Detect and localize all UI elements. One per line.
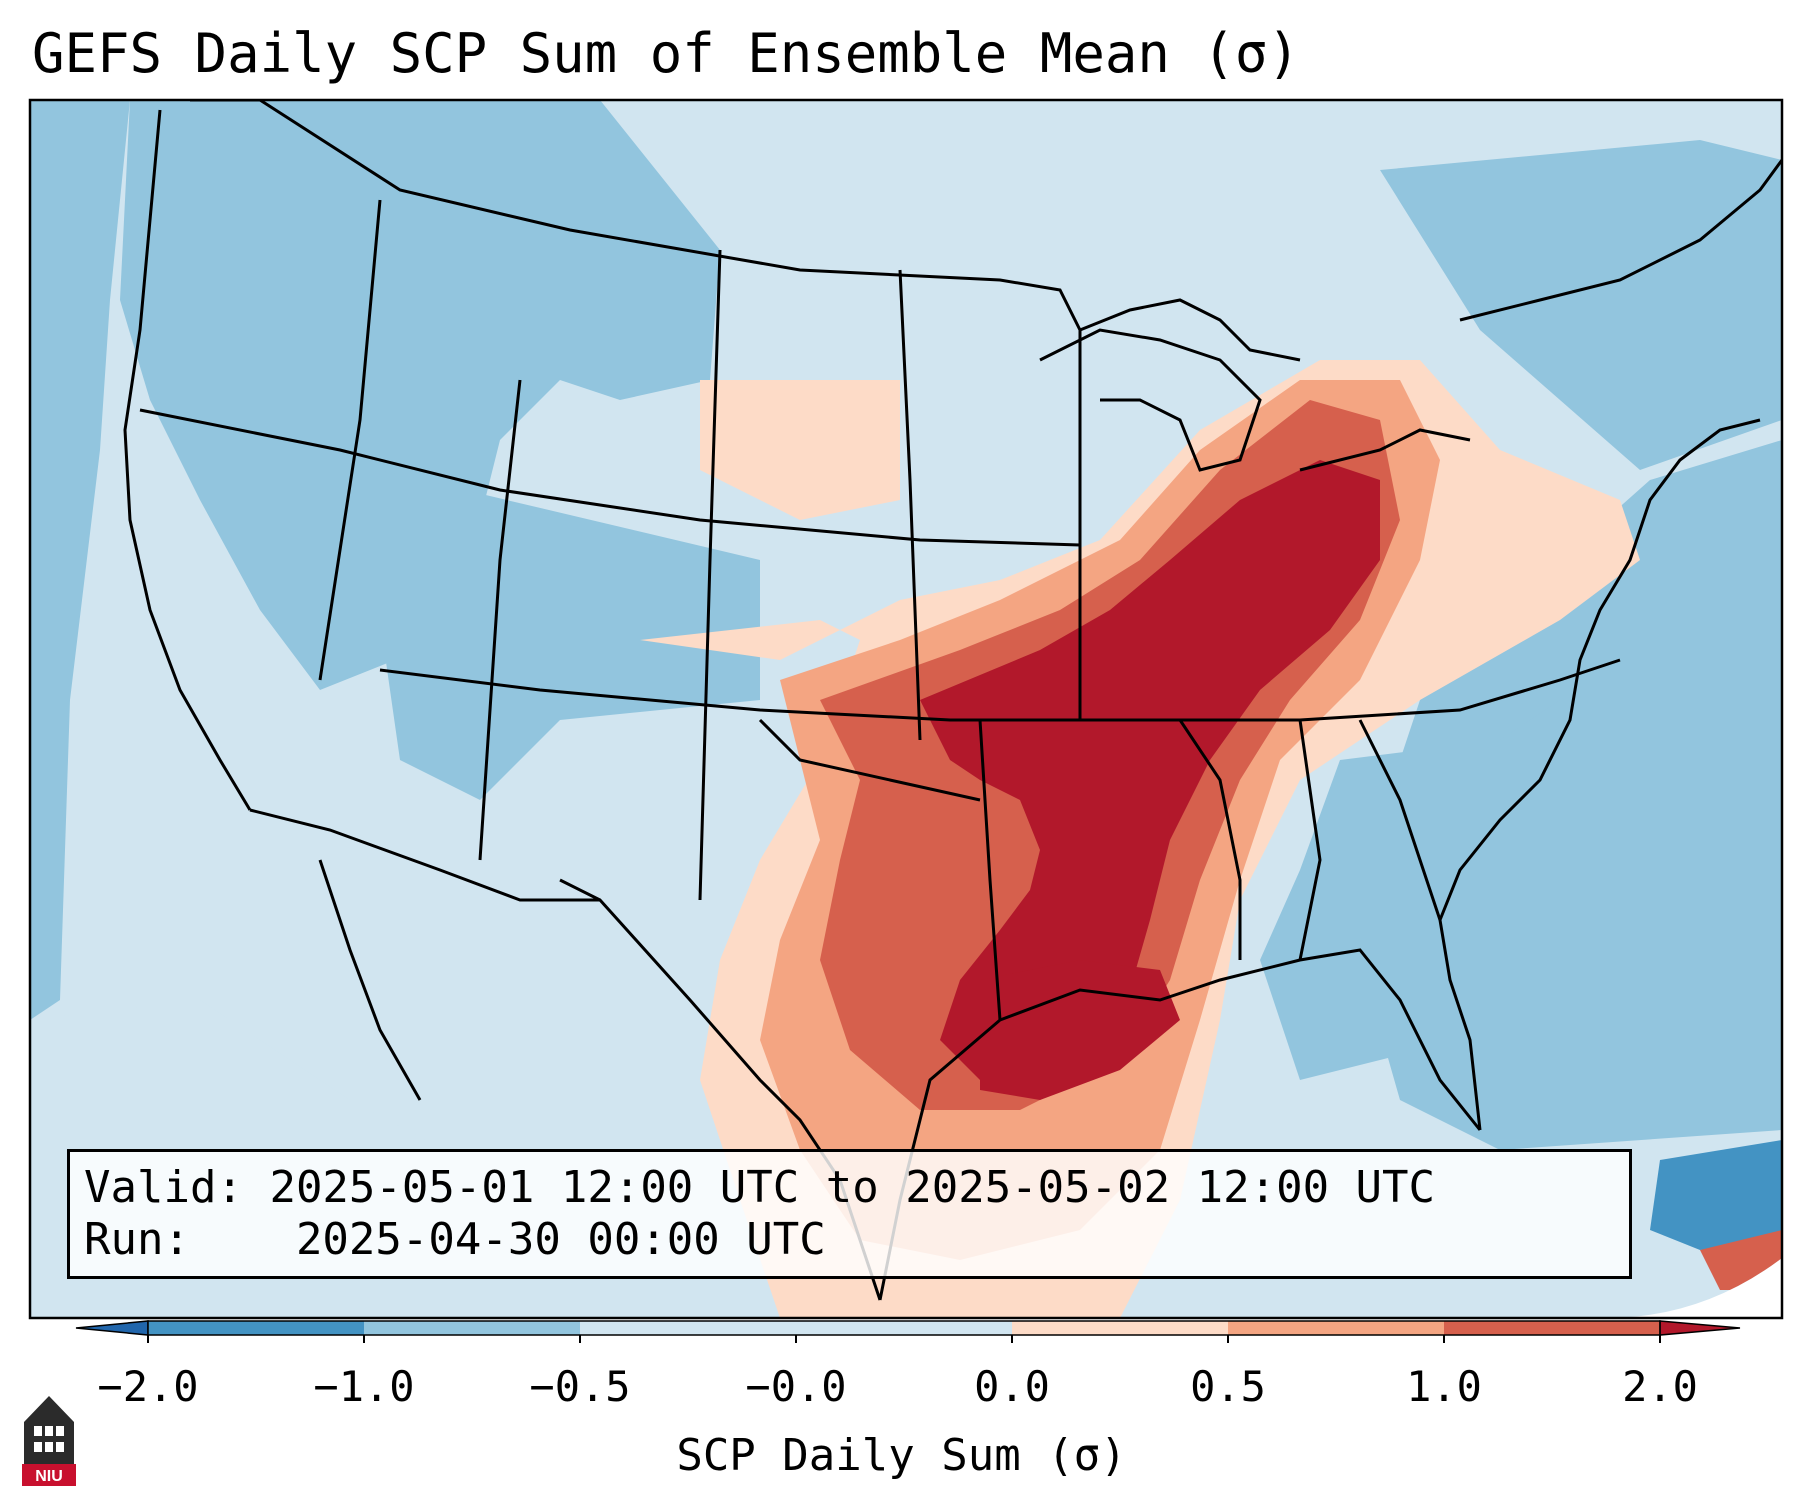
map-field bbox=[30, 100, 1782, 1318]
colorbar-extend-high bbox=[1659, 1320, 1741, 1336]
colorbar-tick-label: 1.0 bbox=[1406, 1362, 1482, 1411]
colorbar-tick-label: −2.0 bbox=[97, 1362, 199, 1411]
colorbar-segment-6 bbox=[1228, 1321, 1444, 1335]
run-label: Run: bbox=[84, 1214, 190, 1265]
colorbar-tick-label: 2.0 bbox=[1622, 1362, 1698, 1411]
colorbar-segment-7 bbox=[1444, 1321, 1660, 1335]
colorbar-extend-low bbox=[75, 1320, 149, 1336]
valid-label: Valid: bbox=[84, 1162, 243, 1213]
colorbar-segment-4 bbox=[796, 1321, 1012, 1335]
colorbar-tick-label: −1.0 bbox=[313, 1362, 415, 1411]
niu-logo-icon: NIU bbox=[22, 1396, 76, 1486]
page-title: GEFS Daily SCP Sum of Ensemble Mean (σ) bbox=[32, 22, 1300, 85]
colorbar-segment-5 bbox=[1012, 1321, 1228, 1335]
colorbar-tick-label: −0.5 bbox=[529, 1362, 631, 1411]
colorbar-tick-label: 0.5 bbox=[1190, 1362, 1266, 1411]
colorbar-segment-2 bbox=[364, 1321, 580, 1335]
colorbar-label: SCP Daily Sum (σ) bbox=[676, 1430, 1127, 1481]
colorbar bbox=[75, 1320, 1741, 1343]
colorbar-tick-label: 0.0 bbox=[974, 1362, 1050, 1411]
run-line: Run: 2025-04-30 00:00 UTC bbox=[84, 1214, 826, 1265]
run-text: 2025-04-30 00:00 UTC bbox=[295, 1214, 826, 1265]
colorbar-segment-3 bbox=[580, 1321, 796, 1335]
valid-text: 2025-05-01 12:00 UTC to 2025-05-02 12:00… bbox=[269, 1162, 1436, 1213]
logo-text: NIU bbox=[35, 1468, 63, 1485]
colorbar-tick-label: −0.0 bbox=[745, 1362, 847, 1411]
valid-line: Valid: 2025-05-01 12:00 UTC to 2025-05-0… bbox=[84, 1162, 1435, 1213]
valid-run-box: Valid: 2025-05-01 12:00 UTC to 2025-05-0… bbox=[67, 1149, 1632, 1279]
colorbar-segment-1 bbox=[148, 1321, 364, 1335]
